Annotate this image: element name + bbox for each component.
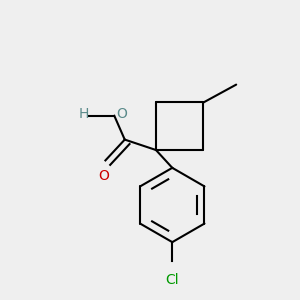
Text: Cl: Cl [166, 273, 179, 287]
Text: O: O [98, 169, 110, 183]
Text: H: H [79, 107, 89, 121]
Text: O: O [116, 107, 127, 121]
